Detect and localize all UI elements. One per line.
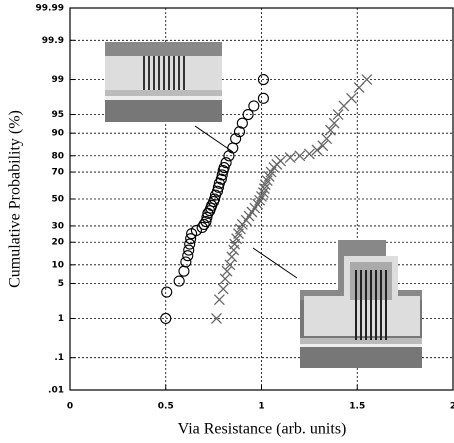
y-tick-label: 90 [51, 129, 64, 139]
x-axis-title: Via Resistance (arb. units) [178, 421, 347, 438]
data-point [190, 224, 202, 237]
data-point [209, 193, 221, 205]
y-tick-label: 10 [51, 260, 64, 270]
y-tick-label: 1 [58, 314, 64, 324]
data-point [317, 140, 329, 152]
y-axis-title: Cumulative Probability (%) [7, 110, 24, 288]
x-tick-label: 0 [67, 402, 73, 412]
data-point [216, 169, 228, 181]
y-tick-label: 99 [51, 75, 64, 85]
data-point [215, 173, 227, 185]
data-point [242, 108, 254, 121]
y-tick-label: 5 [58, 279, 64, 289]
inset-fingers [355, 270, 387, 340]
data-point [180, 256, 192, 268]
y-tick-label: 20 [51, 238, 64, 248]
data-point [361, 74, 373, 85]
y-tick-label: 99.99 [36, 4, 64, 14]
data-point [160, 312, 172, 325]
inset-diagram [105, 42, 234, 153]
y-tick-label: 70 [51, 168, 64, 178]
y-tick-label: .1 [54, 353, 64, 363]
data-point [275, 155, 287, 167]
data-point [321, 133, 333, 145]
data-point [258, 183, 270, 195]
y-tick-label: 50 [51, 195, 64, 205]
data-point [221, 265, 233, 277]
data-point [218, 161, 230, 174]
data-point [346, 92, 357, 104]
y-tick-label: 30 [51, 221, 64, 231]
data-point [236, 117, 248, 129]
data-point [217, 283, 229, 295]
y-tick-label: 80 [51, 151, 64, 161]
data-point [201, 211, 213, 223]
data-point [324, 124, 336, 136]
inset-layer [105, 96, 222, 100]
data-point [173, 275, 185, 287]
y-tick-label: 95 [51, 110, 64, 120]
pointer-line [194, 125, 234, 153]
data-point [198, 218, 210, 231]
inset-layer [300, 338, 422, 344]
data-point [183, 244, 195, 256]
data-point [257, 92, 269, 104]
data-point [184, 238, 196, 250]
data-point [182, 250, 194, 262]
data-point [211, 185, 224, 197]
data-point [284, 152, 296, 164]
data-point [230, 133, 242, 145]
data-point [161, 286, 173, 298]
data-point [226, 251, 238, 263]
inset-diagram [252, 240, 422, 368]
data-point [303, 148, 315, 160]
x-tick-label: 2 [450, 402, 454, 412]
data-point [220, 157, 232, 169]
data-point [328, 117, 340, 129]
plot-layer: .01 .1 1 5 10 20 30 50 70 80 90 95 99 99.9 99.99 0 0.5 1 1… [36, 4, 454, 412]
data-point [294, 150, 306, 162]
data-point [332, 109, 344, 120]
pointer-line [252, 247, 298, 279]
inset-layer [300, 344, 422, 347]
data-point [178, 265, 190, 277]
x-tick-label: 0.5 [158, 402, 174, 412]
inset-top [105, 42, 222, 56]
x-tick-label: 1.5 [349, 402, 365, 412]
data-point [213, 294, 225, 306]
data-point [257, 73, 269, 86]
data-point [185, 233, 197, 245]
y-tick-label: 99.9 [42, 36, 64, 46]
inset-layer [105, 90, 222, 96]
data-point [211, 313, 222, 324]
data-point [212, 181, 224, 193]
y-tick-label: .01 [48, 386, 64, 396]
data-point [311, 144, 323, 156]
data-point [196, 221, 208, 233]
data-point [219, 273, 231, 285]
inset-fingers [143, 56, 185, 90]
data-point [200, 216, 212, 228]
data-point [248, 100, 260, 112]
x-tick-label: 1 [258, 402, 264, 412]
